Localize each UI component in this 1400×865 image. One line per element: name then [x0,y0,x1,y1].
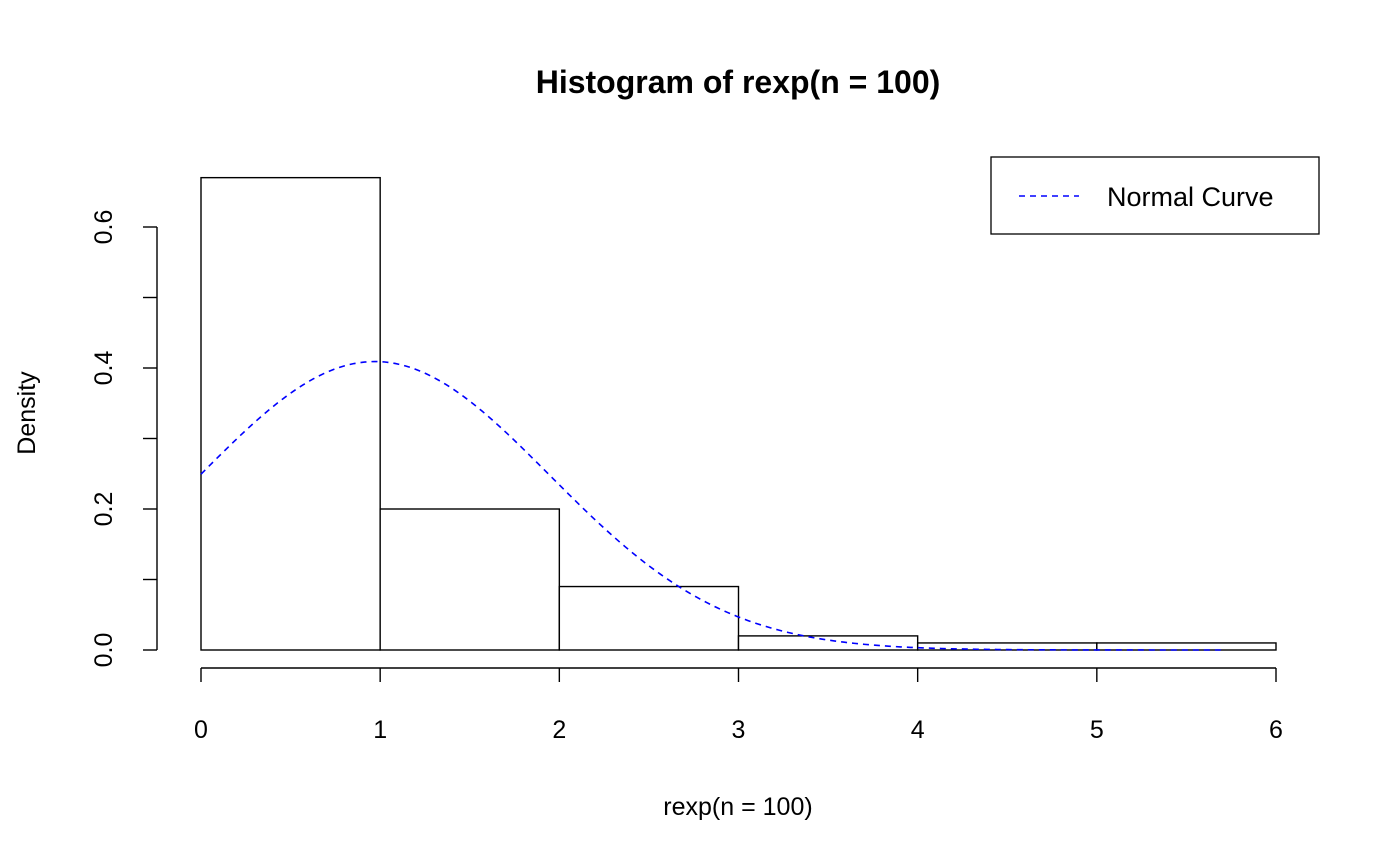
x-tick-label-5: 5 [1090,716,1104,744]
histogram-bar-2 [558,585,740,651]
legend-label-normal-curve: Normal Curve [1107,182,1274,212]
x-tick-label-0: 0 [194,716,208,744]
histogram-bar-1 [379,508,561,651]
histogram-bars [200,176,1277,651]
x-tick-label-1: 1 [373,716,387,744]
y-axis-label: Density [13,371,41,455]
y-tick-label-3: 0.6 [90,210,118,245]
normal-curve-line [200,360,1223,651]
x-tick-label-4: 4 [911,716,925,744]
x-tick-label-2: 2 [552,716,566,744]
x-tick-label-6: 6 [1269,716,1283,744]
y-axis: 0.0 0.2 0.4 0.6 [90,210,158,668]
y-tick-label-2: 0.4 [90,351,118,386]
legend-box [990,156,1320,235]
chart-title: Histogram of rexp(n = 100) [536,64,941,100]
y-tick-label-0: 0.0 [90,633,118,668]
y-tick-label-1: 0.2 [90,492,118,527]
histogram-bar-0 [200,176,381,651]
histogram-bar-5 [1096,642,1277,651]
histogram-bar-3 [737,635,919,651]
x-axis: 0 1 2 3 4 5 6 [194,667,1283,744]
x-axis-label: rexp(n = 100) [663,793,812,821]
legend: Normal Curve [990,156,1320,235]
x-tick-label-3: 3 [732,716,746,744]
